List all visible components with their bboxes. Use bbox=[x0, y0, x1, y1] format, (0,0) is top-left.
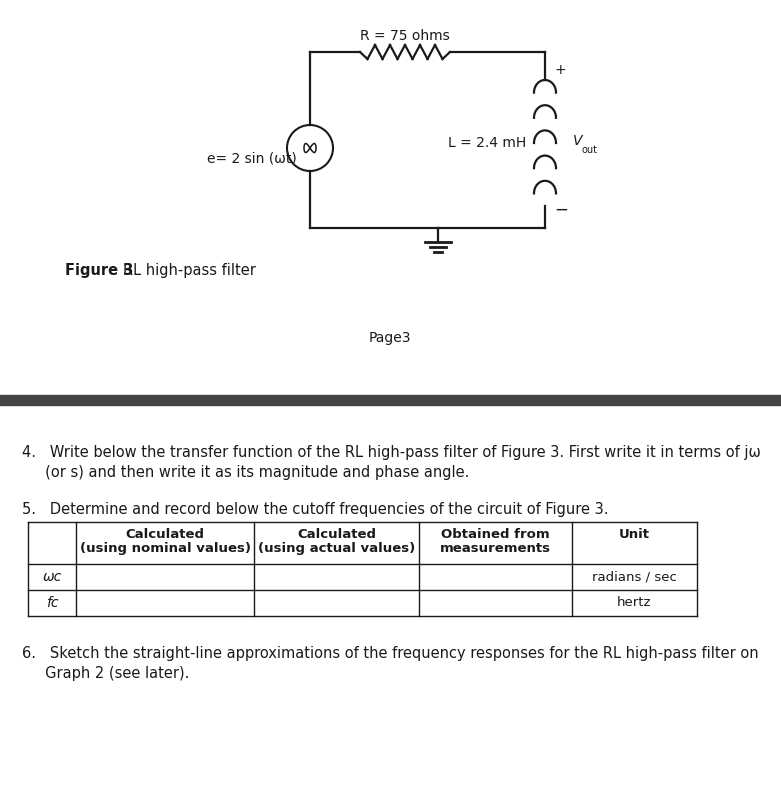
Text: Calculated: Calculated bbox=[126, 528, 205, 541]
Text: Obtained from: Obtained from bbox=[441, 528, 550, 541]
Text: +: + bbox=[554, 63, 565, 77]
Text: ωc: ωc bbox=[42, 570, 62, 584]
Text: fc: fc bbox=[46, 596, 59, 610]
Text: Figure 3: Figure 3 bbox=[65, 263, 138, 278]
Text: out: out bbox=[582, 145, 598, 155]
Text: V: V bbox=[573, 134, 583, 148]
Text: R = 75 ohms: R = 75 ohms bbox=[360, 29, 450, 43]
Text: Calculated: Calculated bbox=[297, 528, 376, 541]
Text: (using actual values): (using actual values) bbox=[258, 542, 415, 555]
Text: (or s) and then write it as its magnitude and phase angle.: (or s) and then write it as its magnitud… bbox=[22, 465, 469, 480]
Text: radians / sec: radians / sec bbox=[592, 571, 677, 583]
Text: measurements: measurements bbox=[440, 542, 551, 555]
Text: (using nominal values): (using nominal values) bbox=[80, 542, 251, 555]
Text: 6.   Sketch the straight-line approximations of the frequency responses for the : 6. Sketch the straight-line approximatio… bbox=[22, 646, 758, 661]
Text: −: − bbox=[554, 201, 568, 219]
Text: RL high-pass filter: RL high-pass filter bbox=[123, 263, 256, 278]
Text: hertz: hertz bbox=[617, 597, 652, 609]
Text: 5.   Determine and record below the cutoff frequencies of the circuit of Figure : 5. Determine and record below the cutoff… bbox=[22, 502, 608, 517]
Text: Unit: Unit bbox=[619, 528, 650, 541]
Text: e= 2 sin (ωt): e= 2 sin (ωt) bbox=[207, 151, 297, 165]
Text: L = 2.4 mH: L = 2.4 mH bbox=[448, 136, 526, 150]
Text: Page3: Page3 bbox=[369, 331, 412, 345]
Text: 4.   Write below the transfer function of the RL high-pass filter of Figure 3. F: 4. Write below the transfer function of … bbox=[22, 445, 761, 460]
Text: Graph 2 (see later).: Graph 2 (see later). bbox=[22, 666, 189, 681]
